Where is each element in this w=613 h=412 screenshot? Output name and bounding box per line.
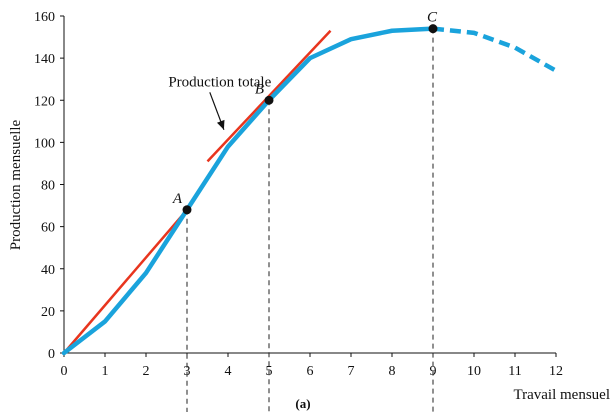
droplines: [186, 28, 434, 412]
x-tick-label: 11: [508, 364, 521, 379]
y-tick-label: 120: [34, 94, 55, 109]
y-tick-label: 100: [34, 136, 55, 151]
x-tick-label: 6: [307, 364, 314, 379]
annotation-arrow-head: [216, 119, 225, 130]
y-tick-label: 80: [41, 179, 55, 194]
x-axis-label: Travail mensuel: [513, 387, 610, 403]
x-tick-label: 7: [348, 364, 355, 379]
y-tick-label: 60: [41, 221, 55, 236]
y-axis-label: Production mensuelle: [8, 119, 24, 250]
axes: [63, 16, 556, 354]
point-label-b: B: [255, 81, 264, 97]
y-tick-label: 40: [41, 263, 55, 278]
ticks: 0123456789101112020406080100120140160: [34, 10, 563, 379]
x-tick-label: 1: [102, 364, 109, 379]
series: [61, 26, 558, 356]
point-c: [428, 24, 438, 34]
y-tick-label: 20: [41, 305, 55, 320]
points: A B C: [172, 10, 438, 215]
x-tick-label: 4: [225, 364, 232, 379]
x-tick-label: 12: [549, 364, 563, 379]
x-tick-label: 2: [143, 364, 150, 379]
x-tick-label: 0: [61, 364, 68, 379]
point-label-c: C: [427, 10, 438, 26]
annotation-label: Production totale: [168, 74, 271, 90]
point-label-a: A: [172, 191, 183, 207]
point-b: [264, 95, 274, 105]
x-tick-label: 8: [389, 364, 396, 379]
y-tick-label: 160: [34, 10, 55, 25]
total-production-curve-dashed: [432, 26, 558, 73]
annotation: Production totale: [168, 74, 272, 130]
point-a: [182, 205, 192, 215]
figure-caption: (a): [295, 396, 310, 411]
x-tick-label: 3: [184, 364, 191, 379]
tangent-line-1: [63, 208, 188, 354]
y-tick-label: 0: [48, 347, 55, 362]
x-tick-label: 10: [467, 364, 481, 379]
y-tick-label: 140: [34, 52, 55, 67]
total-production-curve: [61, 26, 436, 356]
